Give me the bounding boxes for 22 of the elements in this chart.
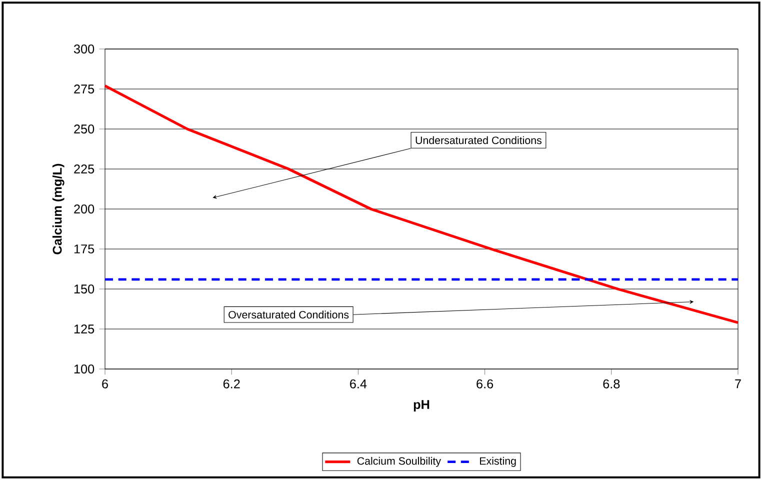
x-tick-label: 6.2: [223, 379, 240, 388]
annotation: Undersaturated Conditions: [416, 136, 542, 144]
line-series: [104, 84, 740, 324]
legend-label: Existing: [480, 456, 516, 467]
y-tick-label: 100: [74, 364, 94, 374]
y-tick-label: 250: [74, 124, 94, 134]
y-tick-label: 300: [74, 44, 94, 54]
annotation: Oversaturated Conditions: [228, 310, 349, 319]
y-tick-label: 175: [74, 244, 94, 254]
x-tick-label: 6: [102, 379, 108, 388]
x-axis-title: pH: [414, 400, 430, 412]
y-tick-label: 275: [74, 84, 94, 94]
y-tick-label: 200: [74, 204, 94, 214]
x-tick-label: 6.6: [476, 379, 494, 388]
legend-label: Calcium Soulbility: [357, 456, 442, 467]
y-axis-title: Calcium (mg/L): [52, 164, 64, 254]
y-tick-label: 125: [74, 324, 94, 334]
x-tick-label: 7: [735, 379, 741, 388]
y-tick-label: 150: [74, 284, 94, 294]
x-tick-label: 6.8: [603, 379, 620, 388]
x-tick-label: 6.4: [350, 379, 367, 388]
y-tick-label: 225: [74, 164, 94, 174]
